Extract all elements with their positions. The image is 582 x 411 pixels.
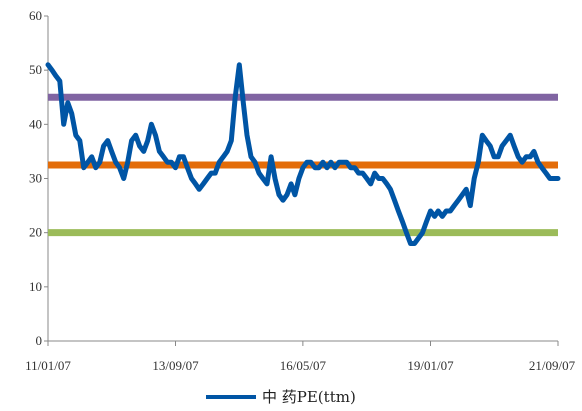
x-tick-label: 21/09/07 bbox=[529, 358, 576, 373]
y-tick-label: 60 bbox=[29, 8, 42, 23]
y-tick-label: 30 bbox=[29, 171, 42, 186]
legend-label: 中 药PE(ttm) bbox=[262, 388, 356, 406]
legend: 中 药PE(ttm) bbox=[206, 388, 356, 406]
x-tick-label: 16/05/07 bbox=[280, 358, 327, 373]
x-tick-label: 11/01/07 bbox=[25, 358, 71, 373]
y-tick-label: 40 bbox=[29, 116, 42, 131]
y-tick-label: 20 bbox=[29, 225, 42, 240]
y-tick-label: 0 bbox=[36, 333, 43, 348]
y-tick-label: 50 bbox=[29, 62, 42, 77]
tick-labels: 0 10 20 30 40 50 60 11/01/07 13/09/07 16/05/07 19/… bbox=[25, 8, 575, 373]
pe-series-line bbox=[45, 62, 561, 246]
y-tick-label: 10 bbox=[29, 279, 42, 294]
series-layer bbox=[45, 62, 561, 246]
x-tick-label: 13/09/07 bbox=[152, 358, 199, 373]
x-tick-label: 19/01/07 bbox=[407, 358, 454, 373]
axes bbox=[44, 15, 559, 346]
